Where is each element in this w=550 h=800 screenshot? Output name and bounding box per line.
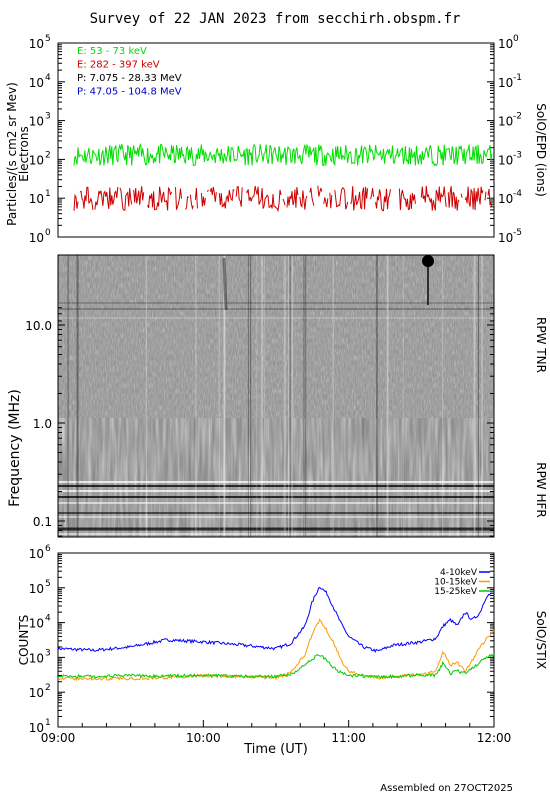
epd-y2tick-exponent: -3: [513, 150, 522, 160]
stix-ytick-label: 10: [29, 651, 44, 665]
epd-axes-frame: [57, 42, 495, 238]
stix-ytick-exponent: 5: [45, 579, 51, 589]
rpw-ytick-label: 0.1: [33, 515, 52, 529]
stix-xtick-label: 10:00: [186, 731, 221, 745]
stix-ytick-exponent: 6: [45, 544, 51, 554]
rpw-ytick-label: 1.0: [33, 417, 52, 431]
stix-ytick-exponent: 4: [45, 614, 51, 624]
stix-ytick-label: 10: [29, 721, 44, 735]
epd-ytick-exponent: 3: [45, 112, 51, 122]
epd-legend-entry: P: 7.075 - 28.33 MeV: [77, 73, 182, 84]
epd-legend-entry: E: 282 - 397 keV: [77, 60, 160, 71]
rpw-tnr-label: RPW TNR: [534, 317, 548, 373]
epd-y2tick-label: 10: [498, 192, 513, 206]
stix-xlabel: Time (UT): [243, 742, 308, 757]
stix-series-line: [57, 653, 495, 680]
epd-series: [73, 142, 493, 213]
epd-ytick-label: 10: [29, 37, 44, 51]
rpw-y-ticks: 0.1 1.0 10.0: [25, 307, 494, 537]
stix-series-line: [57, 586, 495, 653]
epd-y2tick-exponent: -2: [513, 112, 522, 122]
epd-ytick-exponent: 4: [45, 73, 51, 83]
stix-ytick-exponent: 3: [45, 648, 51, 658]
epd-y2tick-exponent: -1: [513, 73, 522, 83]
rpw-axes-frame: [57, 254, 495, 538]
epd-y2tick-exponent: 0: [513, 34, 519, 44]
epd-ytick-exponent: 2: [45, 150, 51, 160]
stix-ytick-label: 10: [29, 617, 44, 631]
rpw-hfr-spectrogram: [58, 418, 494, 537]
rpw-panel: 0.1 1.0 10.0 Frequency (MHz) RPW TNR RPW H…: [7, 254, 548, 538]
epd-ytick-label: 10: [29, 115, 44, 129]
epd-y2tick-exponent: -5: [513, 228, 522, 238]
stix-legend-entry: 10-15keV: [434, 578, 478, 588]
rpw-tnr-spectrogram: [58, 255, 494, 418]
epd-series-line: [73, 142, 493, 167]
figure-title: Survey of 22 JAN 2023 from secchirh.obsp…: [90, 11, 461, 27]
stix-series: [57, 586, 495, 682]
epd-ytick-exponent: 5: [45, 34, 51, 44]
stix-ytick-label: 10: [29, 582, 44, 596]
epd-y2tick-label: 10: [498, 115, 513, 129]
rpw-burst-trace: [222, 257, 228, 311]
epd-y2tick-label: 10: [498, 76, 513, 90]
stix-ytick-label: 10: [29, 686, 44, 700]
stix-ytick-exponent: 2: [45, 683, 51, 693]
epd-ytick-exponent: 0: [45, 228, 51, 238]
stix-legend-entry: 15-25keV: [434, 587, 478, 597]
rpw-ytick-label: 10.0: [25, 319, 52, 333]
epd-ylabel-species: Electrons: [17, 126, 31, 181]
epd-ytick-label: 10: [29, 192, 44, 206]
epd-legend-entry: P: 47.05 - 104.8 MeV: [77, 87, 182, 98]
epd-right-label: SolO/EPD (ions): [534, 103, 548, 197]
stix-xtick-label: 11:00: [331, 731, 366, 745]
rpw-ylabel: Frequency (MHz): [7, 389, 23, 507]
epd-y2tick-label: 10: [498, 37, 513, 51]
epd-legend-entry: E: 53 - 73 keV: [77, 46, 147, 57]
stix-ylabel: COUNTS: [17, 615, 31, 666]
stix-series-line: [57, 618, 495, 682]
rpw-hfr-label: RPW HFR: [534, 462, 548, 518]
assembled-footer: Assembled on 27OCT2025: [380, 783, 513, 794]
stix-legend-entry: 4-10keV: [440, 568, 478, 578]
epd-ytick-label: 10: [29, 76, 44, 90]
epd-ylabel: Particles/(s cm2 sr Mev): [5, 82, 19, 226]
epd-ytick-exponent: 1: [45, 189, 51, 199]
stix-ytick-label: 10: [29, 547, 44, 561]
stix-xtick-label: 12:00: [477, 731, 512, 745]
epd-series-line: [73, 185, 493, 213]
rpw-burst-blob: [422, 255, 434, 267]
stix-x-ticks: 09:00 10:00 11:00 12:00: [41, 720, 512, 745]
epd-ytick-label: 10: [29, 153, 44, 167]
epd-y2tick-exponent: -4: [513, 189, 522, 199]
epd-y2tick-label: 10: [498, 231, 513, 245]
epd-ytick-label: 10: [29, 231, 44, 245]
stix-ytick-exponent: 1: [45, 718, 51, 728]
stix-xtick-label: 09:00: [41, 731, 76, 745]
epd-legend: E: 53 - 73 keV E: 282 - 397 keV P: 7.075 -…: [77, 46, 182, 98]
stix-right-label: SolO/STIX: [534, 611, 548, 670]
epd-y2tick-label: 10: [498, 153, 513, 167]
rpw-features: [58, 255, 494, 537]
